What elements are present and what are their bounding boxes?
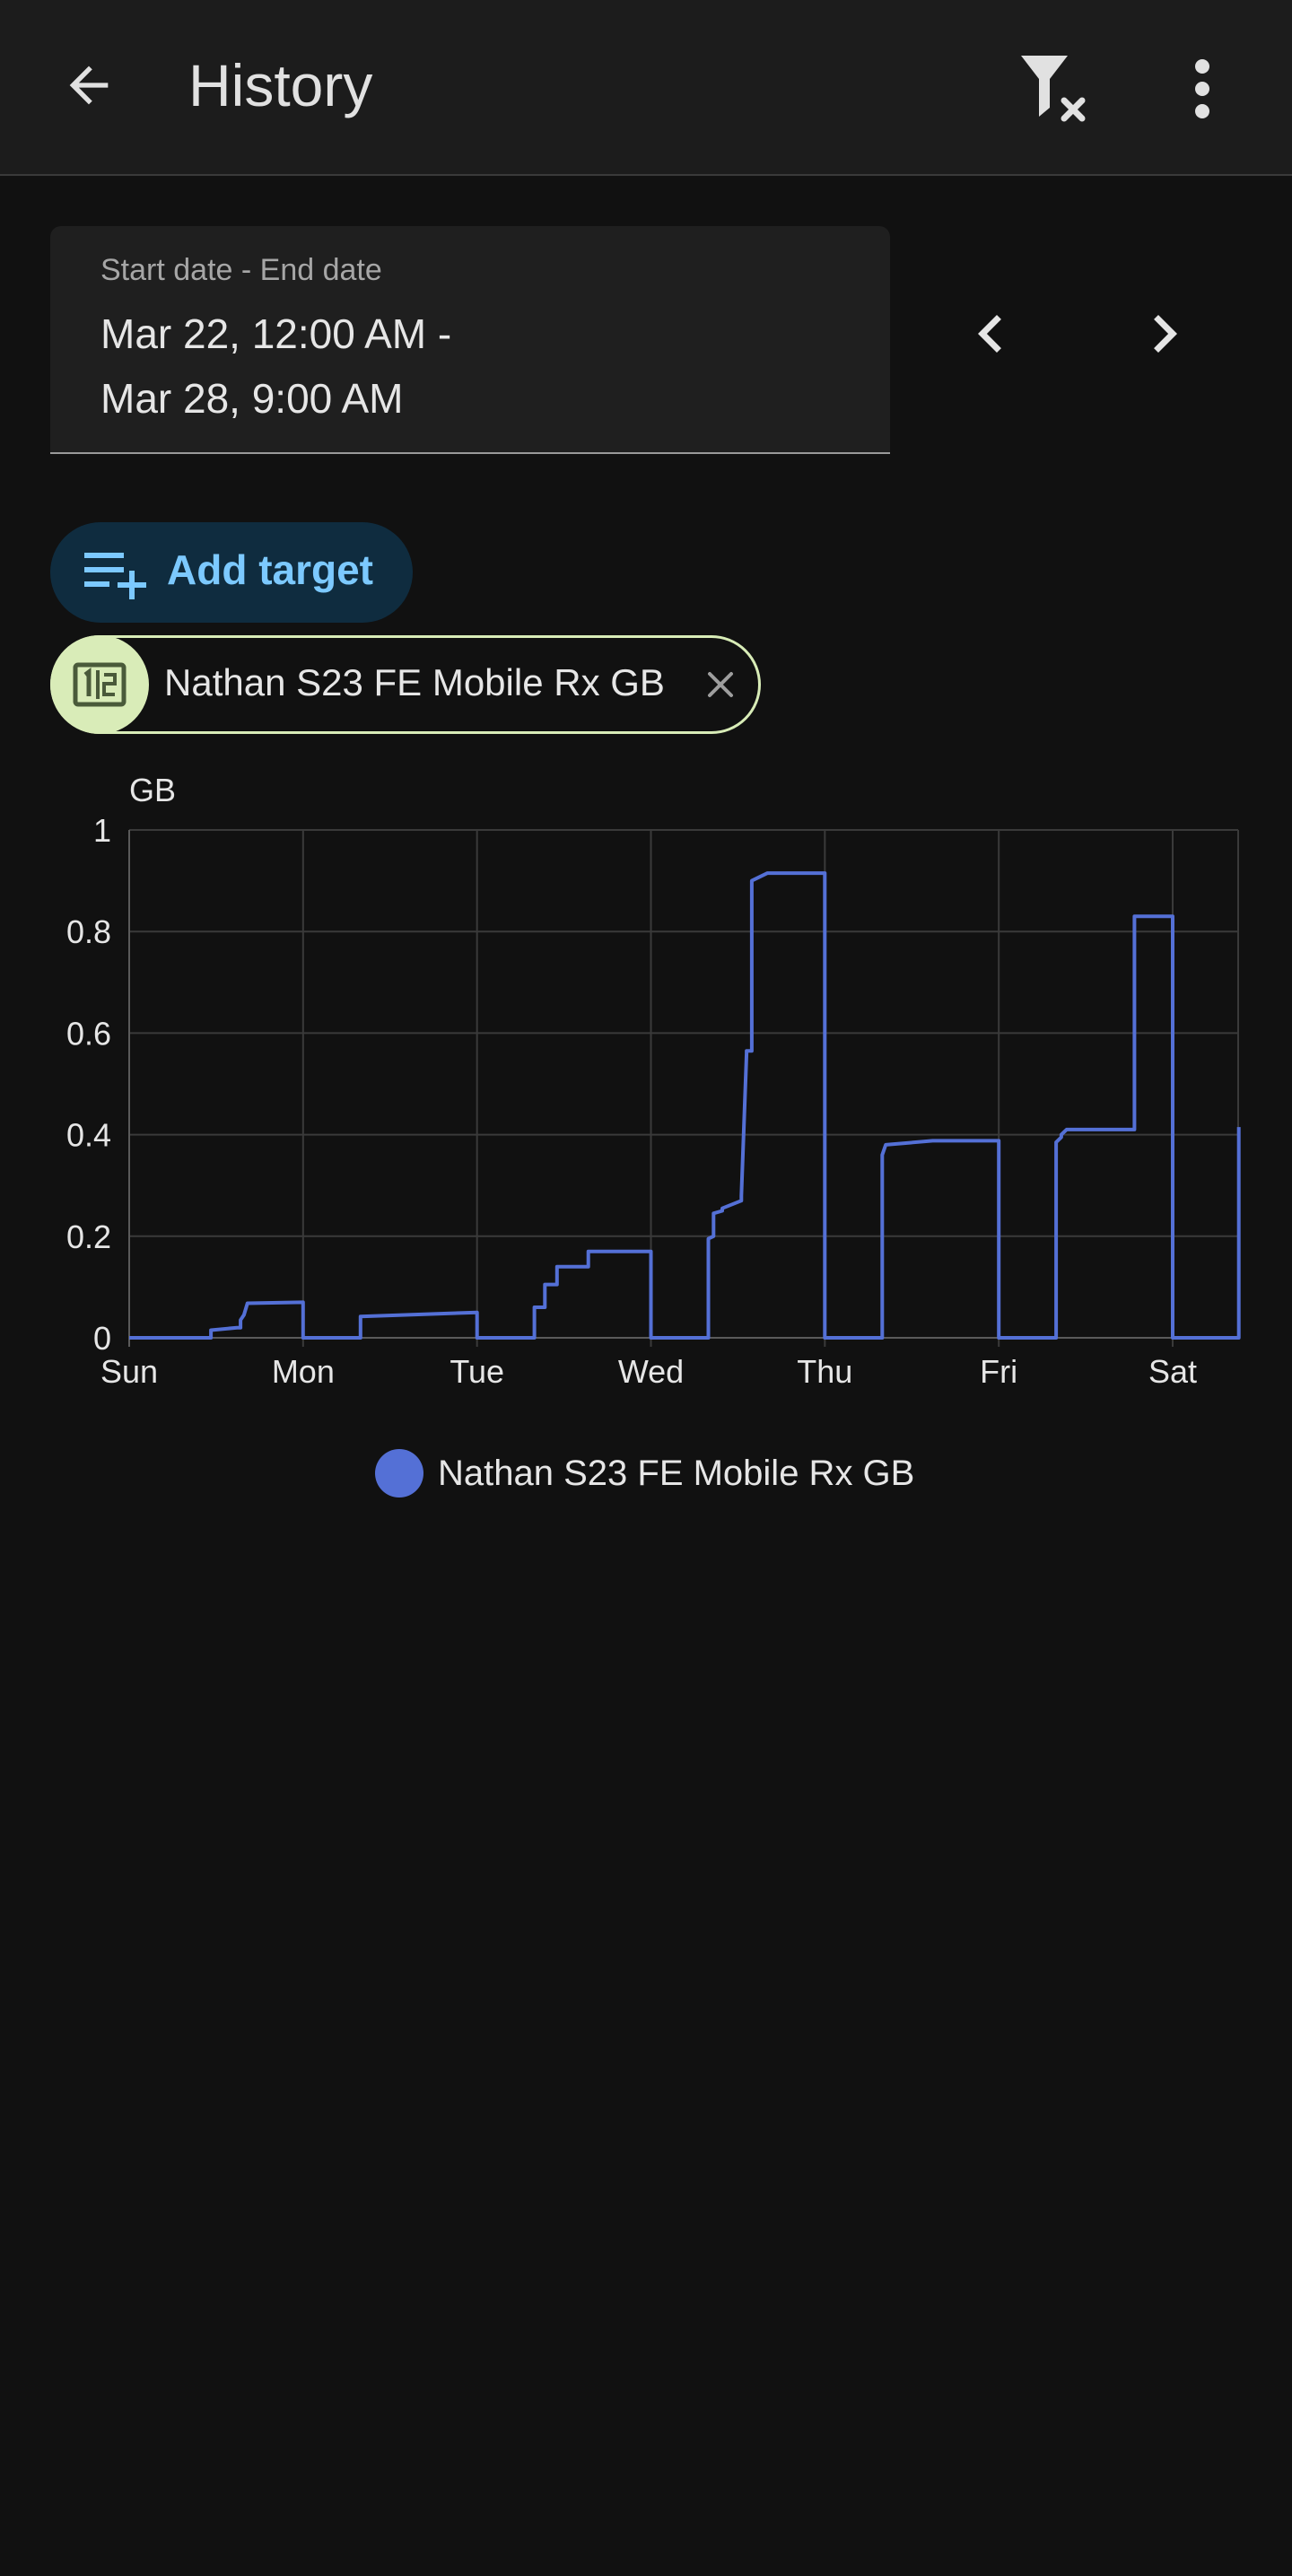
counter-icon	[73, 662, 127, 707]
next-period-button[interactable]	[1127, 296, 1202, 371]
date-range-picker[interactable]: Start date - End date Mar 22, 12:00 AM -…	[50, 226, 890, 454]
x-tick-label: Wed	[618, 1353, 684, 1390]
y-tick-label: 0	[93, 1320, 111, 1357]
legend-label: Nathan S23 FE Mobile Rx GB	[438, 1453, 915, 1493]
y-tick-label: 0.2	[66, 1218, 111, 1255]
chip-avatar	[50, 635, 149, 734]
history-chart: 0 0.2 0.4 0.6 0.8 1 Sun Mon Tue Wed Thu Fri Sat GB	[0, 754, 1292, 1525]
page-title: History	[188, 52, 373, 118]
chevron-left-icon	[978, 315, 1001, 353]
arrow-left-icon	[69, 65, 109, 105]
date-range-label: Start date - End date	[100, 253, 382, 287]
target-chip[interactable]: Nathan S23 FE Mobile Rx GB	[50, 635, 761, 734]
x-tick-label: Sat	[1148, 1353, 1197, 1390]
x-tick-label: Mon	[272, 1353, 335, 1390]
more-options-button[interactable]	[1166, 48, 1238, 129]
chart-legend[interactable]: Nathan S23 FE Mobile Rx GB	[375, 1446, 914, 1500]
playlist-plus-icon	[84, 553, 146, 599]
y-tick-label: 1	[93, 812, 111, 849]
close-icon[interactable]	[703, 667, 738, 703]
previous-period-button[interactable]	[953, 296, 1028, 371]
series-line	[129, 871, 1241, 1340]
y-tick-label: 0.6	[66, 1015, 111, 1052]
x-tick-label: Fri	[980, 1353, 1017, 1390]
y-tick-label: 0.8	[66, 913, 111, 950]
dots-vertical-icon	[1195, 59, 1209, 118]
x-tick-label: Thu	[797, 1353, 852, 1390]
x-tick-label: Tue	[450, 1353, 504, 1390]
target-chip-label: Nathan S23 FE Mobile Rx GB	[164, 661, 665, 703]
add-target-label: Add target	[167, 546, 373, 593]
chart-svg: 0 0.2 0.4 0.6 0.8 1 Sun Mon Tue Wed Thu Fri Sat GB	[66, 772, 1241, 1390]
top-app-bar: History	[0, 0, 1292, 176]
back-button[interactable]	[48, 45, 129, 126]
x-tick-label: Sun	[100, 1353, 158, 1390]
filter-remove-icon	[1021, 56, 1086, 122]
y-axis-label: GB	[129, 772, 176, 808]
add-target-button[interactable]: Add target	[50, 522, 413, 623]
chevron-right-icon	[1154, 315, 1177, 353]
date-range-value: Mar 22, 12:00 AM - Mar 28, 9:00 AM	[100, 310, 452, 422]
clear-filter-button[interactable]	[1007, 48, 1096, 129]
y-tick-label: 0.4	[66, 1117, 111, 1154]
legend-color-dot	[375, 1449, 423, 1498]
